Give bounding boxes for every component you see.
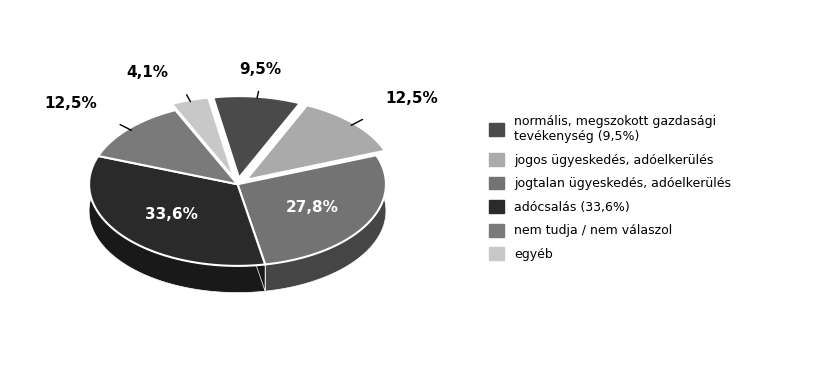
Text: 33,6%: 33,6%	[145, 207, 198, 222]
Polygon shape	[213, 96, 300, 178]
Text: 12,5%: 12,5%	[385, 91, 438, 106]
Text: 12,5%: 12,5%	[44, 96, 97, 111]
Polygon shape	[247, 105, 385, 180]
Polygon shape	[265, 155, 386, 291]
Polygon shape	[98, 156, 238, 211]
Polygon shape	[172, 98, 234, 178]
Legend: normális, megszokott gazdasági
tevékenység (9,5%), jogos ügyeskedés, adóelkerülé: normális, megszokott gazdasági tevékenys…	[483, 109, 737, 267]
Polygon shape	[89, 156, 265, 293]
Polygon shape	[238, 155, 376, 211]
Polygon shape	[98, 110, 238, 184]
Text: 4,1%: 4,1%	[126, 65, 168, 80]
Polygon shape	[238, 155, 386, 264]
Polygon shape	[238, 184, 265, 291]
Polygon shape	[238, 184, 265, 291]
Text: 27,8%: 27,8%	[286, 200, 339, 215]
Text: 9,5%: 9,5%	[239, 62, 281, 77]
Polygon shape	[89, 156, 265, 266]
